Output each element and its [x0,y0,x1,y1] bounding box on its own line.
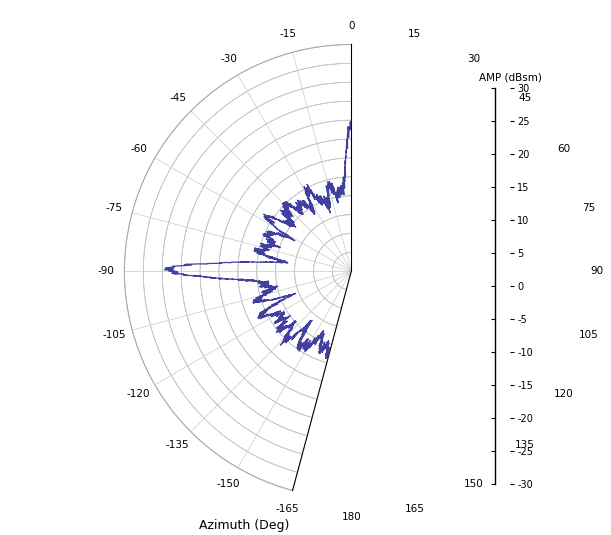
Text: AMP (dBsm): AMP (dBsm) [479,73,541,83]
Text: Azimuth (Deg): Azimuth (Deg) [199,519,290,532]
